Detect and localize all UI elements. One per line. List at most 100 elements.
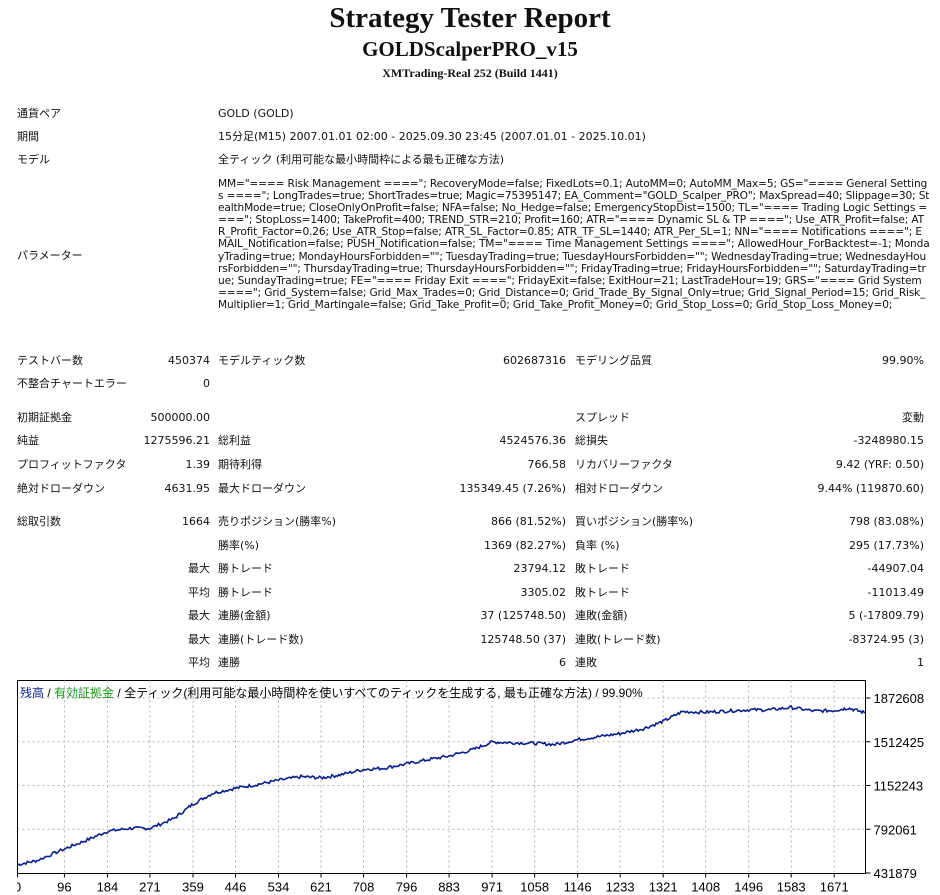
bars-value: 450374 — [168, 354, 210, 367]
x-tick-label: 708 — [353, 880, 375, 895]
x-tick-label: 184 — [97, 880, 119, 895]
cons-loss-label: 連敗(トレード数) — [575, 633, 661, 646]
cons-losses-money-label: 連敗(金額) — [575, 609, 628, 622]
win-rate-label: 勝率(%) — [218, 539, 260, 552]
chart-series — [17, 705, 866, 867]
recovery-value: 9.42 (YRF: 0.50) — [835, 458, 924, 471]
loss-rate-value: 295 (17.73%) — [848, 539, 924, 552]
avg-cons-losses-label: 連敗 — [575, 656, 597, 669]
x-tick-label: 1671 — [820, 880, 849, 895]
model-label: モデル — [17, 153, 50, 166]
symbol-label: 通貨ペア — [17, 107, 61, 120]
recovery-label: リカバリーファクタ — [575, 458, 673, 471]
x-tick-label: 1058 — [520, 880, 549, 895]
chart-legend: 残高 / 有効証拠金 / 全ティック(利用可能な最小時間枠を使いすべてのティック… — [20, 685, 643, 700]
long-value: 798 (83.08%) — [848, 515, 924, 528]
deposit-value: 500000.00 — [150, 411, 211, 424]
avg-loss-value: -11013.49 — [867, 586, 924, 599]
ticks-value: 602687316 — [503, 354, 566, 367]
x-tick-label: 883 — [438, 880, 460, 895]
x-tick-label: 1496 — [734, 880, 763, 895]
x-tick-label: 1321 — [649, 880, 678, 895]
mismatch-label: 不整合チャートエラー — [17, 377, 127, 390]
balance-chart: 残高 / 有効証拠金 / 全ティック(利用可能な最小時間枠を使いすべてのティック… — [17, 680, 925, 895]
gross-loss-value: -3248980.15 — [853, 434, 924, 447]
cons-losses-money-value: 5 (-17809.79) — [848, 609, 924, 622]
cons-loss-value: -83724.95 (3) — [848, 633, 924, 646]
cons-wins-money-label: 連勝(金額) — [218, 609, 271, 622]
expected-label: 期待利得 — [218, 458, 262, 471]
avg-cons-wins-label: 連勝 — [218, 656, 240, 669]
quality-value: 99.90% — [882, 354, 924, 367]
avg-word: 平均 — [188, 586, 210, 599]
cons-profit-value: 125748.50 (37) — [480, 633, 566, 646]
rel-dd-value: 9.44% (119870.60) — [817, 482, 924, 495]
symbol-value: GOLD (GOLD) — [218, 107, 294, 120]
x-tick-label: 271 — [139, 880, 161, 895]
abs-dd-value: 4631.95 — [164, 482, 211, 495]
gross-profit-value: 4524576.36 — [499, 434, 566, 447]
loss-rate-label: 負率 (%) — [575, 539, 620, 552]
ticks-label: モデルティック数 — [218, 354, 306, 367]
y-tick-label: 1512425 — [874, 735, 925, 750]
legend-equity: 有効証拠金 — [54, 685, 114, 700]
max-word: 最大 — [188, 633, 210, 646]
short-label: 売りポジション(勝率%) — [218, 515, 337, 528]
total-trades-label: 総取引数 — [17, 515, 61, 528]
largest-loss-value: -44907.04 — [867, 562, 924, 575]
avg-loss-label: 敗トレード — [575, 586, 630, 599]
avg-win-label: 勝トレード — [218, 586, 273, 599]
spread-value: 変動 — [902, 411, 924, 424]
y-axis: 1872608 1512425 1152243 792061 431879 — [865, 691, 925, 881]
x-tick-label: 96 — [57, 880, 71, 895]
y-tick-label: 792061 — [874, 822, 917, 837]
x-tick-label: 534 — [268, 880, 290, 895]
avg-win-value: 3305.02 — [520, 586, 567, 599]
max-word: 最大 — [188, 562, 210, 575]
avg-word: 平均 — [188, 656, 210, 669]
legend-sep1: / — [44, 686, 54, 700]
period-label: 期間 — [17, 130, 39, 143]
cons-wins-money-value: 37 (125748.50) — [480, 609, 566, 622]
chart-grid — [17, 680, 866, 874]
largest-win-value: 23794.12 — [513, 562, 567, 575]
max-dd-value: 135349.45 (7.26%) — [459, 482, 566, 495]
short-value: 866 (81.52%) — [490, 515, 566, 528]
x-tick-label: 0 — [17, 880, 21, 895]
y-tick-label: 431879 — [874, 866, 917, 881]
x-tick-label: 621 — [310, 880, 332, 895]
pf-value: 1.39 — [185, 458, 211, 471]
expert-name: GOLDScalperPRO_v15 — [362, 37, 578, 61]
legend-balance: 残高 — [20, 685, 44, 700]
long-label: 買いポジション(勝率%) — [575, 515, 694, 528]
x-tick-label: 796 — [396, 880, 418, 895]
x-tick-label: 1583 — [777, 880, 806, 895]
server-info: XMTrading-Real 252 (Build 1441) — [382, 66, 558, 80]
largest-loss-label: 敗トレード — [575, 562, 630, 575]
bars-label: テストバー数 — [17, 354, 83, 367]
avg-cons-losses-value: 1 — [917, 656, 924, 669]
gross-profit-label: 総利益 — [218, 434, 251, 447]
period-value: 15分足(M15) 2007.01.01 02:00 - 2025.09.30 … — [218, 130, 646, 143]
x-tick-label: 1408 — [691, 880, 720, 895]
deposit-label: 初期証拠金 — [17, 411, 72, 424]
x-tick-label: 359 — [182, 880, 204, 895]
params-value: MM="==== Risk Management ===="; Recovery… — [218, 178, 930, 311]
report-title: Strategy Tester Report — [329, 2, 611, 34]
largest-win-label: 勝トレード — [218, 562, 273, 575]
model-value: 全ティック (利用可能な最小時間枠による最も正確な方法) — [218, 153, 505, 166]
legend-sep2: / — [114, 686, 124, 700]
net-label: 純益 — [17, 434, 39, 447]
avg-cons-wins-value: 6 — [559, 656, 566, 669]
pf-label: プロフィットファクタ — [17, 458, 127, 471]
spread-label: スプレッド — [575, 411, 630, 424]
balance-line — [17, 705, 866, 867]
quality-label: モデリング品質 — [575, 354, 652, 367]
win-rate-value: 1369 (82.27%) — [483, 539, 566, 552]
x-tick-label: 1146 — [564, 880, 592, 895]
max-dd-label: 最大ドローダウン — [218, 482, 306, 495]
expected-value: 766.58 — [527, 458, 567, 471]
total-trades-value: 1664 — [182, 515, 210, 528]
mismatch-value: 0 — [203, 377, 210, 390]
net-value: 1275596.21 — [143, 434, 210, 447]
